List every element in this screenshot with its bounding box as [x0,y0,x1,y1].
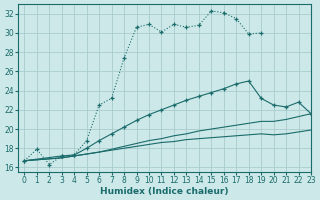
X-axis label: Humidex (Indice chaleur): Humidex (Indice chaleur) [100,187,229,196]
